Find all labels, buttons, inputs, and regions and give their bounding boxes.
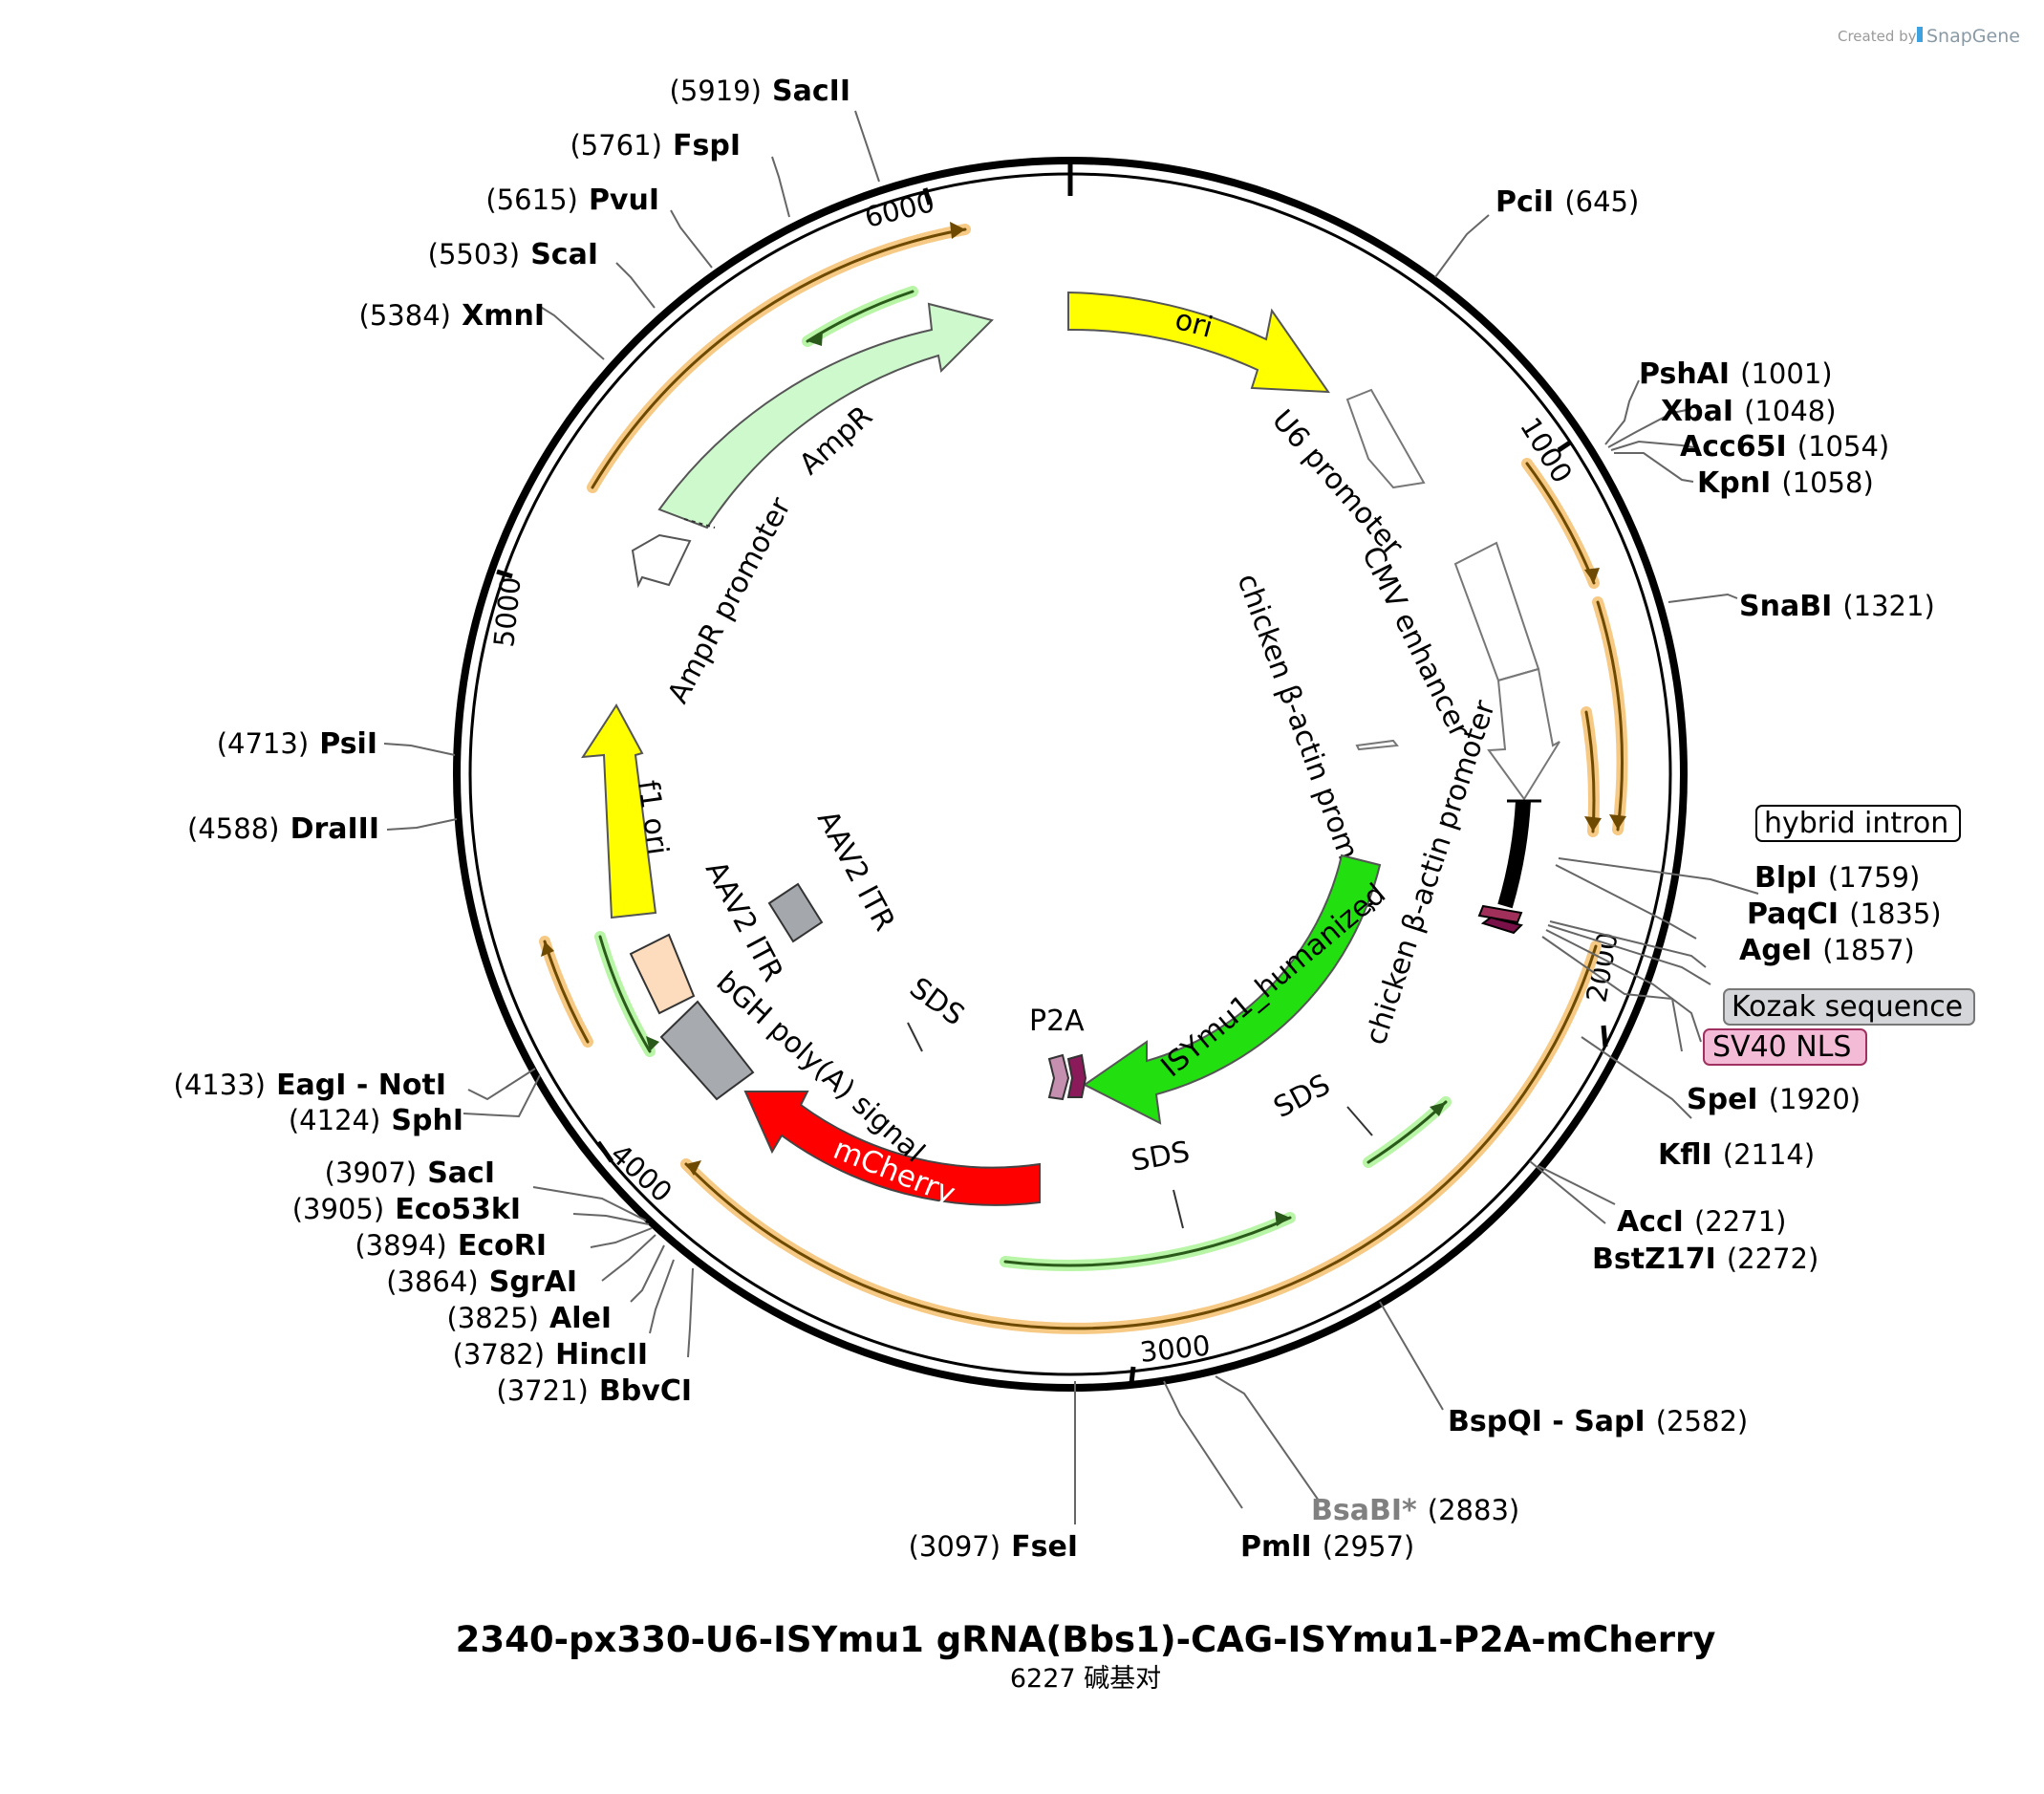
feature-ori[interactable] bbox=[1067, 291, 1330, 394]
label-aav2-itr-1: AAV2 ITR bbox=[699, 855, 789, 987]
feature-isymu1[interactable] bbox=[1083, 854, 1382, 1125]
map-title: 2340-px330-U6-ISYmu1 gRNA(Bbs1)-CAG-ISYm… bbox=[456, 1619, 1716, 1660]
sv40-box bbox=[1703, 1028, 1867, 1066]
tick-5000: 5000 bbox=[487, 575, 527, 649]
site-fspi[interactable]: (5761) FspI bbox=[570, 129, 741, 162]
site-eco53ki[interactable]: (3905) Eco53kI bbox=[292, 1193, 521, 1226]
site-blpi[interactable]: BlpI (1759) bbox=[1754, 861, 1920, 895]
site-bbvci[interactable]: (3721) BbvCI bbox=[496, 1374, 692, 1408]
credit-prefix: Created by bbox=[1838, 28, 1917, 45]
orf-arrows-green bbox=[594, 286, 1452, 1271]
site-pmli[interactable]: PmlI (2957) bbox=[1240, 1530, 1414, 1564]
feature-hybrid-intron[interactable] bbox=[1497, 800, 1531, 909]
label-sv40-nls: SV40 NLS bbox=[1712, 1030, 1851, 1064]
site-sphi[interactable]: (4124) SphI bbox=[289, 1104, 463, 1137]
feature-cba-promoter-small[interactable] bbox=[1355, 739, 1399, 751]
site-acc65i[interactable]: Acc65I (1054) bbox=[1680, 430, 1889, 464]
boxed-labels: hybrid intron Kozak sequence SV40 NLS bbox=[1703, 805, 1975, 1066]
sds-mark-2 bbox=[1173, 1189, 1184, 1229]
tick-1000-mark bbox=[1557, 440, 1572, 453]
site-bspqi-sapi[interactable]: BspQI - SapI (2582) bbox=[1448, 1405, 1748, 1438]
leader-lines bbox=[383, 110, 1759, 1524]
site-xmni[interactable]: (5384) XmnI bbox=[359, 299, 545, 333]
map-subtitle: 6227 碱基对 bbox=[1010, 1664, 1161, 1694]
label-cba-promoter-outer: chicken β-actin promoter bbox=[1359, 696, 1502, 1048]
tick-2000-mark bbox=[1601, 1025, 1608, 1048]
feature-u6-promoter[interactable] bbox=[1345, 388, 1426, 489]
site-pvui[interactable]: (5615) PvuI bbox=[485, 184, 659, 217]
feature-mcherry[interactable] bbox=[743, 1091, 1041, 1206]
feature-cba-promoter-arrow[interactable] bbox=[1487, 667, 1560, 801]
label-ampr-promoter: AmpR promoter bbox=[661, 491, 798, 708]
kozak-box bbox=[1723, 988, 1975, 1026]
label-sds-1: SDS bbox=[903, 971, 970, 1032]
tick-3000: 3000 bbox=[1138, 1329, 1212, 1369]
site-bsabi[interactable]: BsaBI* (2883) bbox=[1311, 1494, 1519, 1527]
label-p2a: P2A bbox=[1029, 1005, 1085, 1038]
feature-p2a[interactable] bbox=[1047, 1053, 1070, 1101]
feature-f1-ori[interactable] bbox=[581, 703, 657, 919]
label-kozak: Kozak sequence bbox=[1732, 990, 1963, 1024]
site-psii[interactable]: (4713) PsiI bbox=[217, 727, 377, 761]
site-eagi-noti[interactable]: (4133) EagI - NotI bbox=[174, 1069, 446, 1102]
feature-ampr[interactable] bbox=[657, 302, 994, 530]
site-spei[interactable]: SpeI (1920) bbox=[1687, 1083, 1861, 1116]
site-kfli[interactable]: KflI (2114) bbox=[1658, 1138, 1815, 1172]
site-acci[interactable]: AccI (2271) bbox=[1617, 1205, 1786, 1239]
sds-mark-3 bbox=[1346, 1106, 1373, 1136]
site-ecori[interactable]: (3894) EcoRI bbox=[355, 1229, 547, 1263]
site-scai[interactable]: (5503) ScaI bbox=[428, 238, 598, 271]
feature-kozak[interactable] bbox=[1477, 904, 1523, 924]
tick-5000-mark bbox=[496, 569, 513, 579]
site-sacii[interactable]: (5919) SacII bbox=[670, 75, 851, 108]
sds-mark-1 bbox=[907, 1022, 923, 1052]
site-alei[interactable]: (3825) AleI bbox=[446, 1302, 612, 1335]
site-fsei[interactable]: (3097) FseI bbox=[909, 1530, 1078, 1564]
feature-aav2-itr-1[interactable] bbox=[629, 933, 696, 1015]
site-pcii[interactable]: PciI (645) bbox=[1495, 185, 1639, 219]
site-hincii[interactable]: (3782) HincII bbox=[453, 1338, 648, 1372]
sites-left: (3097) FseI (3721) BbvCI (3782) HincII (… bbox=[174, 75, 1078, 1564]
site-paqci[interactable]: PaqCI (1835) bbox=[1747, 897, 1942, 931]
snapgene-logo-icon bbox=[1917, 27, 1923, 42]
feature-aav2-itr-2[interactable] bbox=[767, 882, 824, 943]
hybrid-intron-box bbox=[1755, 805, 1961, 842]
tick-6000-mark bbox=[922, 187, 933, 205]
sites-right: PciI (645) PshAI (1001) XbaI (1048) Acc6… bbox=[1240, 185, 1942, 1564]
tick-marks bbox=[496, 161, 1608, 1384]
feature-cmv-enhancer[interactable] bbox=[1453, 541, 1540, 682]
label-sds-2: SDS bbox=[1129, 1135, 1192, 1178]
tick-3000-mark bbox=[1129, 1366, 1136, 1384]
backbone bbox=[453, 157, 1688, 1392]
label-sds-3: SDS bbox=[1268, 1068, 1335, 1125]
feature-ampr-promoter[interactable] bbox=[631, 533, 692, 589]
orf-arrows-outer bbox=[539, 222, 1628, 1334]
feature-bgh-polya[interactable] bbox=[659, 1000, 755, 1101]
feature-p2a-2[interactable] bbox=[1066, 1053, 1087, 1098]
label-aav2-itr-2: AAV2 ITR bbox=[810, 805, 901, 937]
feature-sv40-nls[interactable] bbox=[1480, 916, 1523, 935]
site-snabi[interactable]: SnaBI (1321) bbox=[1739, 590, 1935, 623]
credit-brand: SnapGene bbox=[1926, 26, 2020, 47]
sds-marks bbox=[907, 1022, 1373, 1229]
site-draiii[interactable]: (4588) DraIII bbox=[187, 812, 379, 846]
site-bstz17i[interactable]: BstZ17I (2272) bbox=[1592, 1243, 1818, 1276]
site-xbai[interactable]: XbaI (1048) bbox=[1661, 395, 1837, 428]
tick-4000-mark bbox=[595, 1140, 614, 1163]
site-kpni[interactable]: KpnI (1058) bbox=[1697, 466, 1874, 500]
tick-4000: 4000 bbox=[604, 1137, 678, 1209]
site-sgrai[interactable]: (3864) SgrAI bbox=[386, 1265, 577, 1299]
site-saci[interactable]: (3907) SacI bbox=[325, 1156, 495, 1190]
site-agei[interactable]: AgeI (1857) bbox=[1739, 934, 1915, 967]
label-isymu1: ISYmu1_humanized bbox=[1155, 877, 1392, 1084]
site-pshai[interactable]: PshAI (1001) bbox=[1639, 357, 1833, 391]
label-hybrid-intron: hybrid intron bbox=[1764, 807, 1948, 840]
